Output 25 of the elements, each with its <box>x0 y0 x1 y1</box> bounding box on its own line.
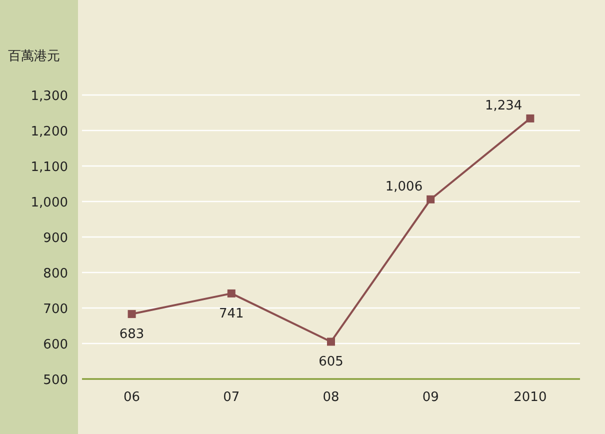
data-label: 683 <box>119 327 144 342</box>
point <box>526 114 534 122</box>
y-tick-label: 1,200 <box>30 124 68 140</box>
y-tick-label: 800 <box>43 266 68 282</box>
x-tick-label: 07 <box>223 390 240 405</box>
x-tick-label: 09 <box>422 390 439 405</box>
x-tick-label: 06 <box>124 390 140 405</box>
point <box>327 338 335 346</box>
y-tick-label: 500 <box>43 373 68 388</box>
data-label: 605 <box>318 354 344 370</box>
y-tick-label: 1,000 <box>30 196 68 210</box>
point <box>227 289 236 298</box>
point <box>128 310 136 318</box>
x-tick-label: 08 <box>322 390 340 405</box>
x-tick-label: 2010 <box>514 390 547 405</box>
y-tick-label: 700 <box>43 302 68 317</box>
data-label: 1,234 <box>484 98 522 114</box>
data-label: 1,006 <box>385 179 423 194</box>
y-tick-label: 1,100 <box>30 160 68 175</box>
y-tick-label: 600 <box>43 338 68 352</box>
y-axis-title: 百萬港元 <box>8 49 60 64</box>
y-tick-label: 1,300 <box>30 89 68 104</box>
data-label: 741 <box>218 306 244 322</box>
point <box>426 195 435 204</box>
y-tick-label: 900 <box>43 231 68 246</box>
